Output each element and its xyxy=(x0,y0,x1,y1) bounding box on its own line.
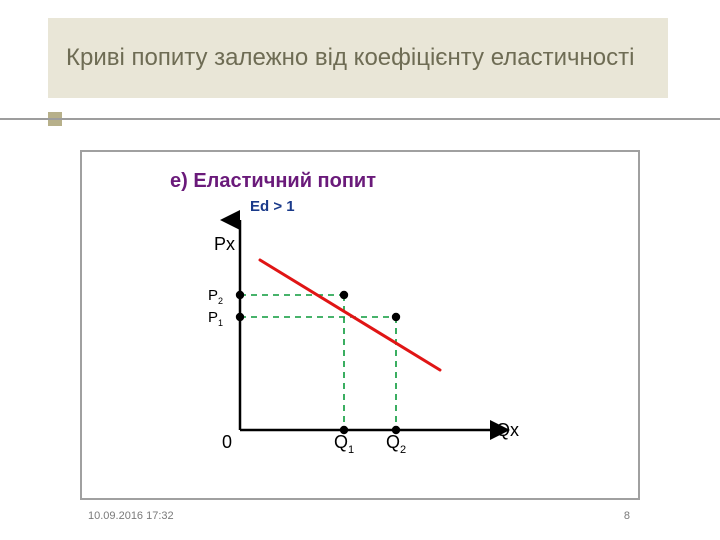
label-p1: Р1 xyxy=(208,309,223,328)
footer-page: 8 xyxy=(624,510,630,522)
data-point-1 xyxy=(236,313,244,321)
label-q1: Q1 xyxy=(334,432,354,456)
data-point-0 xyxy=(236,291,244,299)
data-point-3 xyxy=(392,313,400,321)
label-origin: 0 xyxy=(222,432,232,452)
footer-date: 10.09.2016 17:32 xyxy=(88,510,174,522)
demand-curve xyxy=(260,260,440,370)
label-qx: Qх xyxy=(496,420,519,440)
label-p2: Р2 xyxy=(208,287,223,306)
label-px: Рх xyxy=(214,234,235,254)
label-q2: Q2 xyxy=(386,432,406,456)
demand-chart: Рх Qх 0 Р1 Р2 Q1 Q2 xyxy=(0,0,720,540)
data-point-2 xyxy=(340,291,348,299)
slide: Криві попиту залежно від коефіцієнту ела… xyxy=(0,0,720,540)
